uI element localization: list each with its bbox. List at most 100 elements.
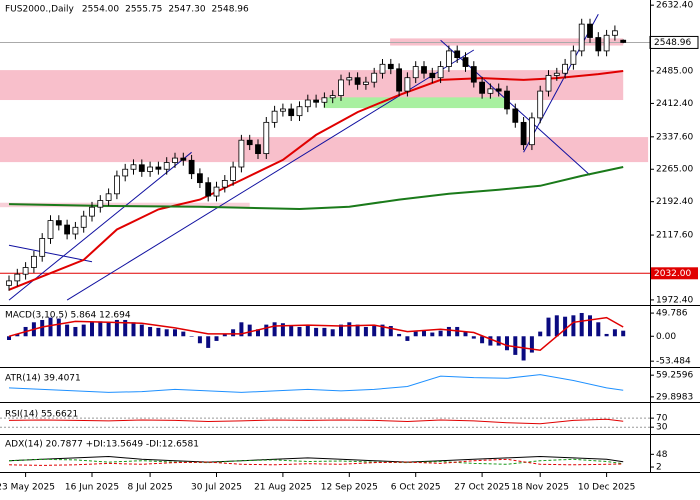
macd-bar: [297, 326, 302, 337]
macd-bar: [156, 327, 161, 337]
candle-body: [255, 144, 261, 155]
candle-body: [529, 117, 535, 146]
candle-body: [130, 164, 137, 170]
macd-bar: [430, 332, 435, 337]
macd-bar: [189, 336, 194, 337]
candle-body: [404, 77, 411, 92]
candle-body: [6, 280, 12, 286]
macd-bar: [247, 324, 252, 337]
macd-bar: [7, 336, 11, 340]
candle-body: [213, 186, 220, 197]
y-tick-label: 48: [656, 450, 668, 460]
x-tick-label: 18 Nov 2025: [511, 483, 569, 493]
x-tick-label: 16 Jun 2025: [65, 483, 119, 493]
macd-bar: [305, 326, 310, 337]
macd-bar: [463, 331, 468, 337]
candle-body: [362, 81, 369, 85]
macd-bar: [114, 319, 119, 337]
level-label-box: [650, 267, 698, 280]
macd-bar: [181, 331, 186, 337]
macd-bar: [496, 336, 501, 346]
macd-bar: [529, 336, 534, 353]
candle-body: [595, 37, 602, 52]
candle-body: [39, 238, 46, 257]
candle-body: [296, 106, 303, 117]
zone: [0, 202, 250, 208]
level-label: 2032.00: [654, 269, 691, 279]
candle-body: [620, 39, 627, 43]
macd-bar: [81, 324, 86, 337]
macd-bar: [480, 336, 485, 344]
indicator-line: [8, 455, 624, 463]
candle-body: [354, 77, 361, 85]
candle-body: [338, 79, 344, 96]
macd-bar: [131, 322, 136, 337]
y-tick-label: 2192.40: [656, 197, 693, 207]
candle-body: [196, 173, 203, 184]
candle-body: [412, 66, 419, 79]
candle-body: [271, 110, 278, 123]
macd-bar: [471, 336, 476, 339]
candle-body: [321, 97, 328, 103]
macd-bar: [588, 315, 592, 337]
candle-body: [172, 157, 178, 163]
macd-bar: [413, 331, 418, 337]
candle-body: [122, 168, 129, 177]
macd-bar: [98, 321, 103, 337]
ohlc-label: 2554.00: [82, 5, 119, 15]
candle-body: [462, 57, 469, 67]
y-tick-label: 30: [656, 423, 668, 433]
macd-bar: [272, 322, 277, 337]
moving-average: [8, 166, 624, 211]
y-tick-label: 49.786: [656, 309, 688, 319]
macd-signal: [8, 316, 624, 351]
macd-bar: [388, 326, 393, 337]
candle-body: [329, 95, 336, 99]
y-tick-label: 2337.60: [656, 132, 693, 142]
macd-bar: [48, 317, 53, 337]
candle-body: [387, 63, 394, 70]
macd-bar: [139, 324, 144, 337]
macd-bar: [264, 324, 269, 337]
y-tick-label: 59.2596: [656, 371, 693, 381]
macd-bar: [73, 326, 78, 337]
y-tick-label: 2117.60: [656, 231, 693, 241]
macd-bar: [214, 336, 219, 341]
candle-body: [396, 68, 403, 92]
macd-bar: [90, 322, 94, 337]
macd-bar: [65, 324, 70, 337]
panel-label: RSI(14) 55.6621: [5, 410, 78, 420]
candle-body: [64, 224, 70, 235]
candle-body: [72, 226, 79, 235]
candle-body: [188, 159, 195, 175]
candle-body: [537, 90, 544, 119]
macd-bar: [164, 329, 169, 337]
macd-bar: [363, 326, 368, 337]
candle-body: [47, 220, 54, 239]
x-tick-label: 30 Jul 2025: [191, 483, 242, 493]
candle-body: [14, 273, 21, 282]
indicator-line: [8, 418, 624, 425]
candle-body: [114, 175, 120, 195]
macd-bar: [554, 315, 559, 337]
macd-bar: [314, 327, 319, 337]
candle-body: [470, 66, 477, 83]
candle-body: [445, 50, 452, 67]
ohlc-label: 2555.75: [125, 5, 162, 15]
macd-bar: [40, 319, 45, 337]
macd-bar: [173, 329, 177, 337]
macd-bar: [488, 336, 493, 346]
macd-bar: [15, 333, 20, 337]
macd-bar: [239, 322, 244, 337]
macd-bar: [206, 336, 211, 348]
candle-body: [562, 63, 568, 74]
candle-body: [371, 72, 378, 83]
zone: [0, 70, 624, 101]
y-tick-label: 2485.00: [656, 67, 693, 77]
y-tick-label: 1972.40: [656, 295, 693, 305]
candle-body: [246, 139, 253, 146]
panel-label: MACD(3,10,5) 5.864 12.694: [5, 311, 131, 321]
candle-body: [55, 220, 62, 226]
macd-bar: [289, 326, 294, 337]
indicator-line: [8, 458, 624, 466]
